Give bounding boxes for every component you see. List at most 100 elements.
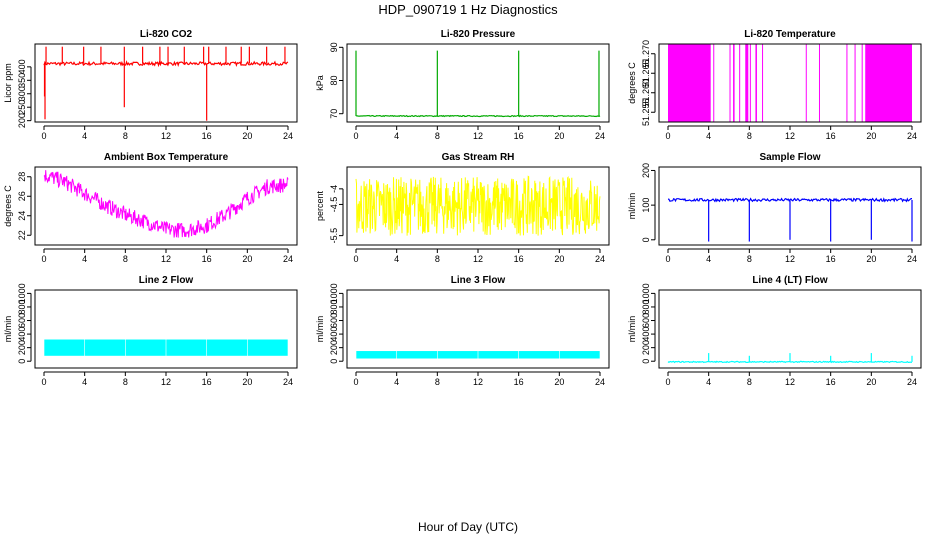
y-tick-label: 90 <box>329 42 339 52</box>
y-tick-label: 0 <box>641 237 651 242</box>
plot-frame <box>34 289 298 369</box>
y-tick-label: 100 <box>641 198 651 213</box>
x-tick-label: 16 <box>202 377 212 387</box>
y-tick-label: 800 <box>641 299 651 314</box>
x-tick-label: 16 <box>514 254 524 264</box>
y-tick-label: -5.5 <box>329 228 339 244</box>
y-axis-label: ml/min <box>315 316 325 343</box>
data-block <box>745 44 749 122</box>
x-tick-label: 16 <box>826 377 836 387</box>
data-block <box>206 339 248 356</box>
x-tick-label: 12 <box>161 377 171 387</box>
x-tick-label: 20 <box>554 377 564 387</box>
x-tick-label: 20 <box>554 254 564 264</box>
panel-title: Li-820 Pressure <box>441 29 516 40</box>
x-tick-label: 24 <box>283 377 293 387</box>
x-tick-label: 20 <box>242 377 252 387</box>
x-tick-label: 12 <box>785 377 795 387</box>
x-tick-label: 12 <box>473 377 483 387</box>
x-tick-label: 4 <box>82 254 87 264</box>
x-tick-label: 8 <box>747 131 752 141</box>
x-tick-label: 24 <box>907 131 917 141</box>
x-tick-label: 20 <box>866 131 876 141</box>
data-block <box>478 351 519 359</box>
x-tick-label: 16 <box>202 254 212 264</box>
y-tick-label: 1000 <box>17 283 27 303</box>
x-tick-label: 20 <box>242 254 252 264</box>
y-tick-label: 0 <box>17 359 27 364</box>
panel-8: Line 4 (LT) Flow ml/min 0 4 8 12 16 20 24 0 200400… <box>627 275 922 387</box>
x-tick-label: 16 <box>826 254 836 264</box>
y-axis-label: percent <box>315 190 325 221</box>
y-tick-label: 0 <box>329 359 339 364</box>
panel-title: Line 4 (LT) Flow <box>752 275 828 286</box>
y-tick-label: 28 <box>17 172 27 182</box>
y-tick-label: 400 <box>17 59 27 74</box>
series-pressure <box>355 50 601 118</box>
y-axis-label: ml/min <box>627 193 637 220</box>
y-tick-label: 300 <box>17 86 27 101</box>
y-axis-label: degrees C <box>627 62 637 104</box>
data-block <box>356 351 397 359</box>
series-co2 <box>43 46 289 121</box>
data-line <box>43 170 289 238</box>
x-tick-label: 4 <box>706 131 711 141</box>
x-tick-label: 12 <box>473 254 483 264</box>
panel-title: Ambient Box Temperature <box>104 152 229 163</box>
panel-0: Li-820 CO2 Licor ppm 0 4 8 12 16 20 24 2002503003… <box>3 29 298 141</box>
y-tick-label: 51.260 <box>641 79 651 107</box>
panel-title: Li-820 CO2 <box>140 29 193 40</box>
x-tick-label: 12 <box>161 131 171 141</box>
x-tick-label: 20 <box>554 131 564 141</box>
y-tick-label: 600 <box>329 313 339 328</box>
x-tick-label: 8 <box>123 254 128 264</box>
data-line <box>355 175 601 236</box>
x-tick-label: 8 <box>123 377 128 387</box>
data-block <box>755 44 757 122</box>
x-tick-label: 12 <box>161 254 171 264</box>
plot-frame <box>658 166 922 246</box>
plot-frame <box>658 289 922 369</box>
x-tick-label: 4 <box>706 377 711 387</box>
x-tick-label: 20 <box>866 377 876 387</box>
figure-x-label: Hour of Day (UTC) <box>418 520 518 534</box>
x-tick-label: 0 <box>353 254 358 264</box>
data-block <box>739 44 741 122</box>
data-block <box>44 339 85 356</box>
x-tick-label: 12 <box>473 131 483 141</box>
plot-frame <box>34 43 298 123</box>
y-tick-label: 600 <box>641 313 651 328</box>
plot-frame <box>658 43 922 123</box>
x-tick-label: 20 <box>242 131 252 141</box>
y-tick-label: 22 <box>17 230 27 240</box>
plot-frame <box>346 166 610 246</box>
x-tick-label: 0 <box>665 131 670 141</box>
x-tick-label: 8 <box>435 131 440 141</box>
data-block <box>125 339 166 356</box>
panel-4: Gas Stream RH percent 0 4 8 12 16 20 24 -5.5 -4.5 -… <box>315 152 610 264</box>
data-block <box>733 44 735 122</box>
series-line-4 <box>667 353 913 364</box>
x-tick-label: 4 <box>394 131 399 141</box>
x-tick-label: 0 <box>41 131 46 141</box>
y-tick-label: 200 <box>17 340 27 355</box>
x-tick-label: 8 <box>435 377 440 387</box>
x-tick-label: 0 <box>665 254 670 264</box>
x-tick-label: 8 <box>123 131 128 141</box>
panel-5: Sample Flow ml/min 0 4 8 12 16 20 24 0 100 200 <box>627 152 922 264</box>
y-axis-label: degrees C <box>3 185 13 227</box>
y-tick-label: 400 <box>641 327 651 342</box>
y-tick-label: 0 <box>641 359 651 364</box>
y-tick-label: 51.255 <box>641 98 651 126</box>
x-tick-label: 12 <box>785 131 795 141</box>
x-tick-label: 4 <box>82 377 87 387</box>
x-tick-label: 8 <box>747 377 752 387</box>
x-tick-label: 24 <box>595 377 605 387</box>
data-block <box>84 339 126 356</box>
x-tick-label: 0 <box>665 377 670 387</box>
x-tick-label: 0 <box>41 254 46 264</box>
y-tick-label: 1000 <box>329 283 339 303</box>
x-tick-label: 12 <box>785 254 795 264</box>
